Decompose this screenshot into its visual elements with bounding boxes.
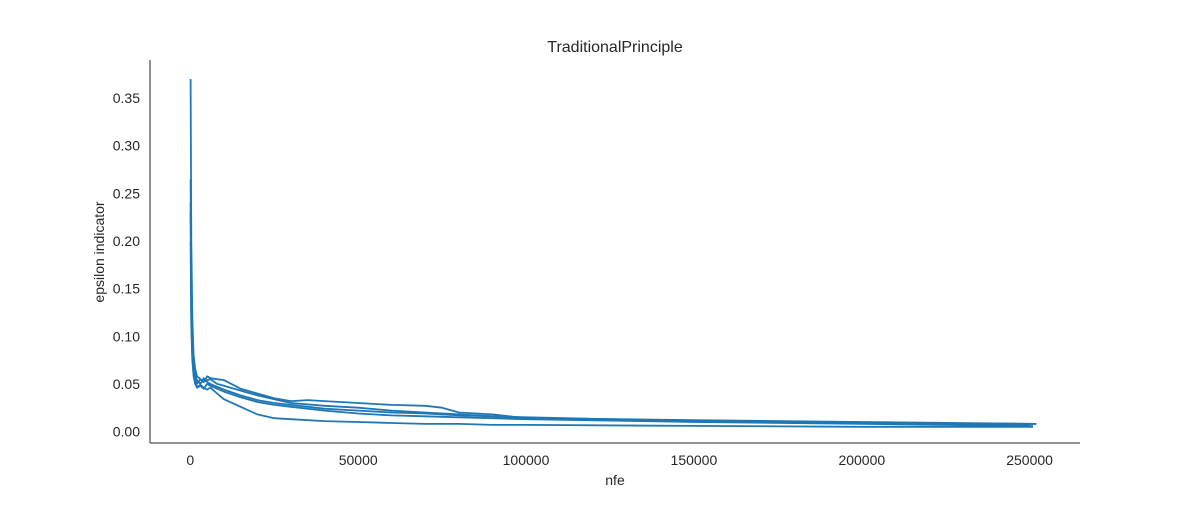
y-tick-label: 0.20 [113,233,140,249]
series-line-2 [189,179,1034,426]
y-tick-labels: 0.00 0.05 0.10 0.15 0.20 0.25 0.30 0.35 [113,90,140,440]
y-tick-label: 0.05 [113,376,140,392]
y-axis-label: epsilon indicator [91,201,107,303]
x-axis-label: nfe [605,472,625,488]
series-line-5 [189,240,1033,428]
series-line-4 [189,212,1030,427]
chart-title: TraditionalPrinciple [547,39,683,56]
x-tick-label: 200000 [838,452,885,468]
x-tick-label: 250000 [1006,452,1053,468]
x-tick-label: 50000 [339,452,378,468]
x-tick-label: 150000 [671,452,718,468]
x-tick-label: 100000 [503,452,550,468]
x-tick-label: 0 [186,452,194,468]
y-tick-label: 0.10 [113,328,140,344]
y-tick-label: 0.35 [113,90,140,106]
plot-area [189,79,1037,428]
series-line-3 [189,202,1037,425]
y-tick-label: 0.25 [113,185,140,201]
y-tick-label: 0.15 [113,281,140,297]
y-tick-label: 0.00 [113,424,140,440]
x-tick-labels: 0 50000 100000 150000 200000 250000 [186,452,1053,468]
y-tick-label: 0.30 [113,138,140,154]
series-line-1 [189,79,1037,425]
